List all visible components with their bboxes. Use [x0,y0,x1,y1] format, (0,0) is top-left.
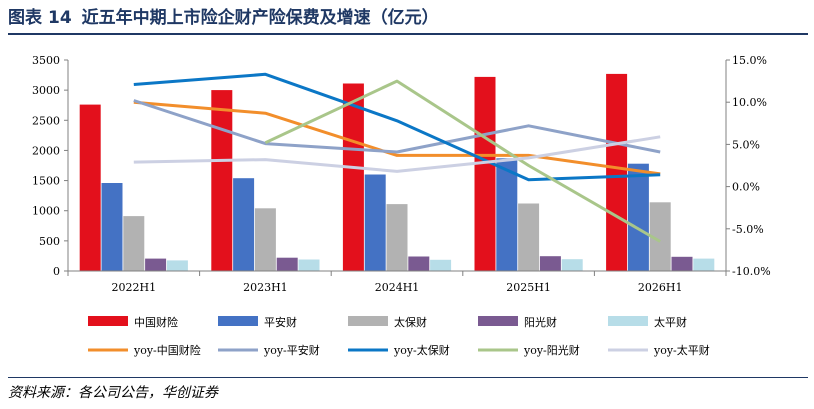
legend-label-中国财险: 中国财险 [134,315,178,329]
line-yoy-中国财险 [133,100,661,176]
figure-title-text: 近五年中期上市险企财产险保费及增速（亿元） [81,8,439,28]
legend-swatch-太平财 [608,316,648,326]
right-tick-label: -10.0% [732,265,771,278]
x-tick-label: 2026H1 [638,281,683,294]
bar-太平财-2026H1 [693,258,715,271]
bar-阳光财-2026H1 [671,256,693,271]
legend: 中国财险 平安财 太保财 阳光财 太平财 yoy-中国财险 yoy-平安财 yoy-太保财 yo… [88,315,710,357]
legend-label-太保财: 太保财 [394,315,427,329]
bar-太平财-2025H1 [561,259,583,271]
bar-平安财-2023H1 [233,178,255,271]
legend-label-yoy-阳光财: yoy-阳光财 [523,343,580,357]
axes-layer: 0 500 1000 1500 2000 2500 3000 3500 -10.0% -5.0% 0… [32,54,771,294]
left-tick-label: 2000 [32,144,60,157]
bar-中国财险-2023H1 [211,90,233,271]
left-tick-label: 3500 [32,54,60,67]
legend-swatch-太保财 [348,316,388,326]
figure-number: 14 [48,8,72,28]
line-yoy-太保财 [133,72,661,182]
bar-太保财-2023H1 [254,208,276,271]
x-tick-label: 2023H1 [243,281,288,294]
legend-label-平安财: 平安财 [264,315,297,329]
legend-swatch-阳光财 [478,316,518,326]
bar-太保财-2025H1 [518,203,540,271]
legend-label-yoy-太保财: yoy-太保财 [393,343,450,357]
title-rule [8,33,808,35]
bar-阳光财-2023H1 [276,257,298,271]
legend-swatch-平安财 [218,316,258,326]
bar-中国财险-2022H1 [79,104,101,271]
bars-layer [79,73,715,272]
bar-中国财险-2025H1 [474,76,496,272]
legend-label-太平财: 太平财 [654,315,687,329]
x-tick-label: 2025H1 [506,281,551,294]
bar-太平财-2024H1 [430,259,452,271]
bar-太保财-2024H1 [386,204,408,271]
bar-平安财-2022H1 [101,183,123,271]
source-note: 资料来源：各公司公告，华创证券 [8,385,218,401]
line-yoy-平安财 [133,99,661,154]
bar-平安财-2026H1 [627,163,649,271]
legend-label-阳光财: 阳光财 [524,315,557,329]
line-yoy-阳光财 [264,79,661,243]
legend-swatch-中国财险 [88,316,128,326]
bar-平安财-2024H1 [364,174,386,271]
left-tick-label: 3000 [32,84,60,97]
left-tick-label: 1000 [32,205,60,218]
bar-阳光财-2022H1 [145,258,167,271]
bar-太保财-2022H1 [123,216,145,271]
x-tick-label: 2024H1 [375,281,420,294]
bar-太平财-2023H1 [298,259,320,271]
legend-label-yoy-平安财: yoy-平安财 [263,343,320,357]
right-tick-label: -5.0% [732,223,764,236]
legend-label-yoy-太平财: yoy-太平财 [653,343,710,357]
footer-rule [8,377,808,378]
left-tick-label: 0 [53,265,60,278]
lines-layer [133,72,661,243]
figure-title: 图表 14 近五年中期上市险企财产险保费及增速（亿元） [8,4,439,32]
bar-阳光财-2025H1 [539,256,561,271]
legend-label-yoy-中国财险: yoy-中国财险 [133,343,201,357]
bar-阳光财-2024H1 [408,256,430,271]
bar-中国财险-2026H1 [606,73,628,272]
figure-label: 图表 [8,8,42,28]
right-tick-label: 10.0% [732,96,767,109]
left-tick-label: 1500 [32,175,60,188]
bar-中国财险-2024H1 [342,83,364,271]
bar-太保财-2026H1 [649,202,671,271]
line-yoy-太平财 [133,135,661,173]
bar-平安财-2025H1 [496,158,518,271]
left-tick-label: 2500 [32,114,60,127]
x-tick-label: 2022H1 [112,281,157,294]
right-tick-label: 0.0% [732,181,760,194]
chart: 0 500 1000 1500 2000 2500 3000 3500 -10.0% -5.0% 0… [32,54,771,357]
right-tick-label: 15.0% [732,54,767,67]
bar-太平财-2022H1 [166,260,188,271]
right-tick-label: 5.0% [732,138,760,151]
left-tick-label: 500 [39,235,60,248]
